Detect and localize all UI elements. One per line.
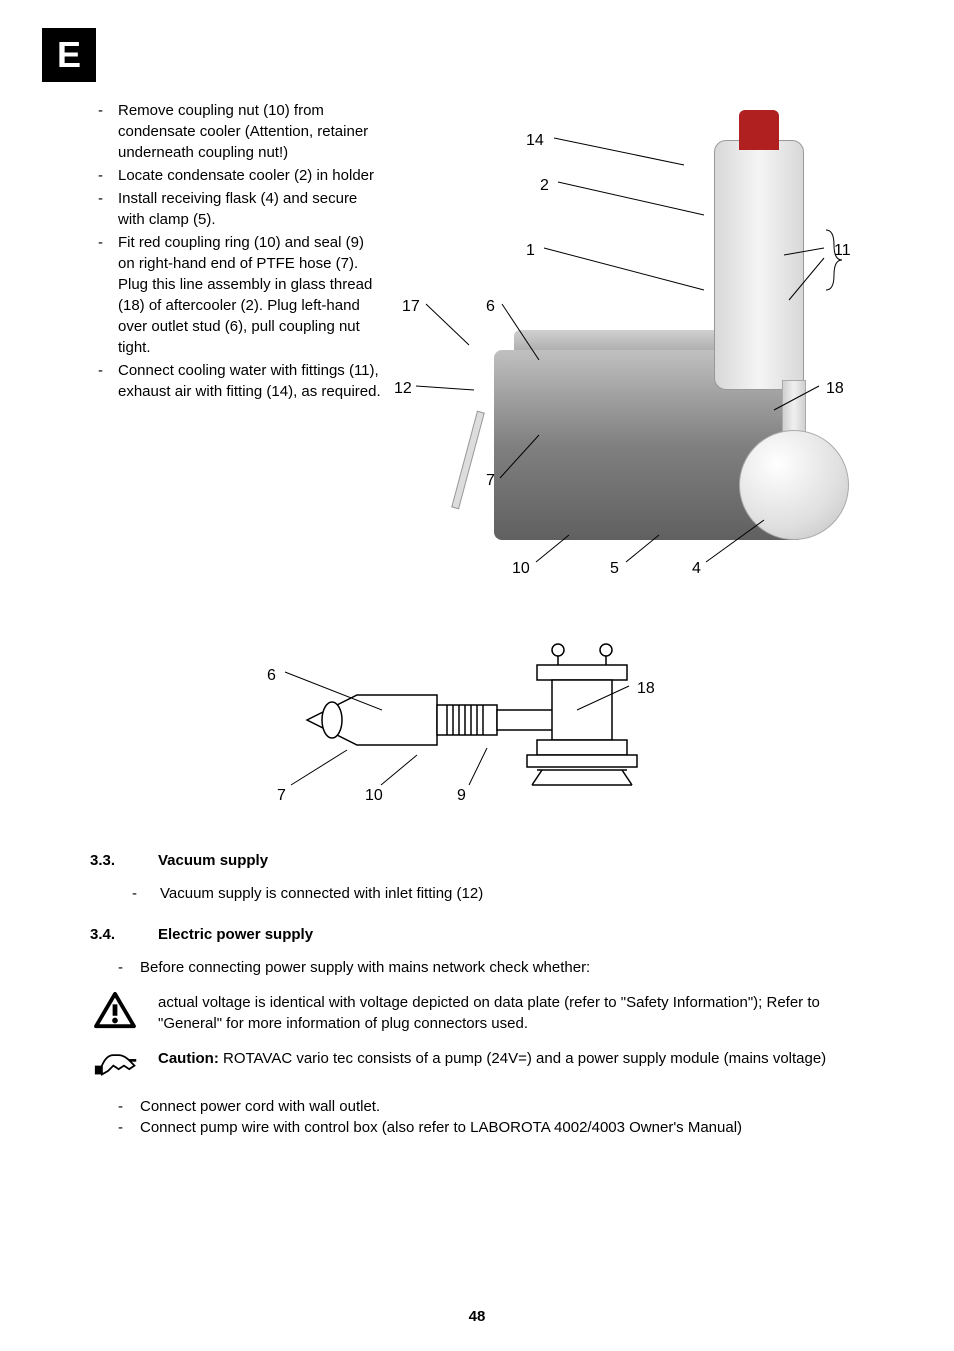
caution-label: Caution: (158, 1050, 219, 1067)
callout-number: 11 (834, 240, 851, 262)
detail-diagram: 6 18 7 10 9 (157, 610, 797, 820)
callout-number: 9 (457, 785, 466, 807)
callout-number: 6 (486, 296, 495, 318)
list-item: -Before connecting power supply with mai… (118, 957, 864, 978)
caution-text: Caution: ROTAVAC vario tec consists of a… (158, 1048, 864, 1069)
instruction-text: Connect cooling water with fittings (11)… (118, 360, 384, 402)
section-title: Electric power supply (158, 924, 313, 945)
callout-number: 12 (394, 378, 412, 400)
callout-number: 7 (486, 470, 495, 492)
item-text: Connect power cord with wall outlet. (140, 1096, 380, 1117)
callout-number: 2 (540, 175, 549, 197)
section-number: 3.3. (90, 850, 158, 871)
instruction-text: Fit red coupling ring (10) and seal (9) … (118, 232, 384, 358)
item-text: Connect pump wire with control box (also… (140, 1117, 742, 1138)
hand-pointer-icon (90, 1048, 158, 1078)
instruction-list: -Remove coupling nut (10) from condensat… (90, 100, 394, 590)
callout-number: 7 (277, 785, 286, 807)
callout-number: 6 (267, 665, 276, 687)
list-item: -Vacuum supply is connected with inlet f… (132, 883, 864, 904)
bullet-dash: - (118, 957, 140, 978)
page-number: 48 (0, 1306, 954, 1327)
bullet-dash: - (90, 232, 118, 358)
warning-text: actual voltage is identical with voltage… (158, 992, 864, 1034)
list-item: -Locate condensate cooler (2) in holder (90, 165, 384, 186)
bullet-dash: - (118, 1096, 140, 1117)
callout-number: 5 (610, 558, 619, 580)
callout-number: 18 (637, 678, 655, 700)
callout-number: 4 (692, 558, 701, 580)
section-number: 3.4. (90, 924, 158, 945)
assembly-diagram: 142111176121871054 (394, 100, 864, 590)
callout-number: 10 (365, 785, 383, 807)
list-item: -Fit red coupling ring (10) and seal (9)… (90, 232, 384, 358)
callout-number: 14 (526, 130, 544, 152)
instruction-text: Locate condensate cooler (2) in holder (118, 165, 374, 186)
list-item: -Connect pump wire with control box (als… (118, 1117, 864, 1138)
detail-drawing (157, 610, 797, 820)
top-section: -Remove coupling nut (10) from condensat… (90, 100, 864, 590)
list-item: -Connect power cord with wall outlet. (118, 1096, 864, 1117)
item-text: Vacuum supply is connected with inlet fi… (160, 883, 483, 904)
callout-number: 10 (512, 558, 530, 580)
callout-number: 17 (402, 296, 420, 318)
section-title: Vacuum supply (158, 850, 268, 871)
bullet-dash: - (90, 188, 118, 230)
callout-number: 18 (826, 378, 844, 400)
list-item: -Connect cooling water with fittings (11… (90, 360, 384, 402)
bullet-dash: - (132, 883, 160, 904)
bullet-dash: - (118, 1117, 140, 1138)
section-heading: 3.4. Electric power supply (90, 924, 864, 945)
callout-lines (394, 100, 864, 590)
bullet-dash: - (90, 100, 118, 163)
caution-body: ROTAVAC vario tec consists of a pump (24… (219, 1050, 826, 1067)
language-badge: E (42, 28, 96, 82)
caution-row: Caution: ROTAVAC vario tec consists of a… (90, 1048, 864, 1078)
callout-number: 1 (526, 240, 535, 262)
bullet-dash: - (90, 165, 118, 186)
list-item: -Install receiving flask (4) and secure … (90, 188, 384, 230)
instruction-text: Remove coupling nut (10) from condensate… (118, 100, 384, 163)
warning-row: actual voltage is identical with voltage… (90, 992, 864, 1034)
warning-icon (90, 992, 158, 1030)
list-item: -Remove coupling nut (10) from condensat… (90, 100, 384, 163)
section-heading: 3.3. Vacuum supply (90, 850, 864, 871)
item-text: Before connecting power supply with main… (140, 957, 590, 978)
instruction-text: Install receiving flask (4) and secure w… (118, 188, 384, 230)
bullet-dash: - (90, 360, 118, 402)
